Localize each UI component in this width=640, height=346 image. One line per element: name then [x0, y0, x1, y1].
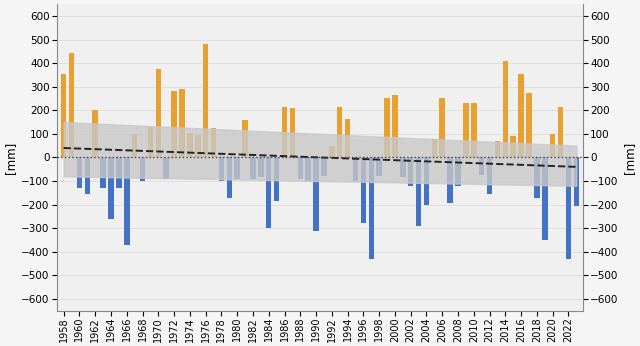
Bar — [68, 53, 74, 157]
Bar — [440, 99, 445, 157]
Bar — [314, 157, 319, 230]
Bar — [148, 127, 153, 157]
Bar — [282, 107, 287, 157]
Bar — [116, 157, 122, 188]
Bar — [353, 157, 358, 181]
Bar — [84, 157, 90, 194]
Bar — [179, 89, 185, 157]
Bar — [360, 157, 366, 224]
Bar — [234, 157, 240, 179]
Bar — [243, 120, 248, 157]
Bar — [187, 133, 193, 157]
Bar — [329, 146, 335, 157]
Bar — [124, 157, 129, 245]
Bar — [369, 157, 374, 259]
Bar — [211, 128, 216, 157]
Bar — [61, 74, 67, 157]
Bar — [487, 157, 492, 194]
Bar — [345, 119, 350, 157]
Bar — [447, 157, 453, 203]
Y-axis label: [mm]: [mm] — [4, 141, 17, 174]
Bar — [258, 157, 264, 177]
Bar — [156, 69, 161, 157]
Bar — [550, 134, 556, 157]
Bar — [558, 107, 563, 157]
Bar — [416, 157, 421, 226]
Bar — [195, 135, 200, 157]
Bar — [471, 103, 477, 157]
Bar — [100, 157, 106, 188]
Y-axis label: [mm]: [mm] — [623, 141, 636, 174]
Bar — [573, 157, 579, 206]
Bar — [424, 157, 429, 204]
Bar — [408, 157, 413, 186]
Bar — [384, 99, 390, 157]
Bar — [77, 157, 82, 188]
Bar — [203, 44, 209, 157]
Bar — [392, 95, 397, 157]
Bar — [172, 91, 177, 157]
Bar — [163, 157, 169, 179]
Bar — [400, 157, 406, 177]
Bar — [534, 157, 540, 198]
Bar — [542, 157, 548, 240]
Bar — [518, 74, 524, 157]
Bar — [376, 157, 382, 176]
Bar — [502, 61, 508, 157]
Bar — [463, 103, 468, 157]
Bar — [305, 157, 311, 181]
Bar — [108, 157, 114, 219]
Bar — [526, 93, 532, 157]
Bar — [140, 157, 145, 181]
Bar — [455, 157, 461, 186]
Bar — [479, 157, 484, 175]
Bar — [250, 157, 256, 179]
Bar — [290, 108, 295, 157]
Bar — [92, 110, 98, 157]
Bar — [321, 157, 326, 176]
Bar — [495, 141, 500, 157]
Bar — [566, 157, 572, 259]
Bar — [298, 157, 303, 179]
Bar — [227, 157, 232, 198]
Bar — [132, 134, 138, 157]
Bar — [274, 157, 280, 201]
Bar — [511, 136, 516, 157]
Bar — [219, 157, 224, 181]
Bar — [266, 157, 271, 228]
Bar — [431, 139, 437, 157]
Bar — [337, 107, 342, 157]
